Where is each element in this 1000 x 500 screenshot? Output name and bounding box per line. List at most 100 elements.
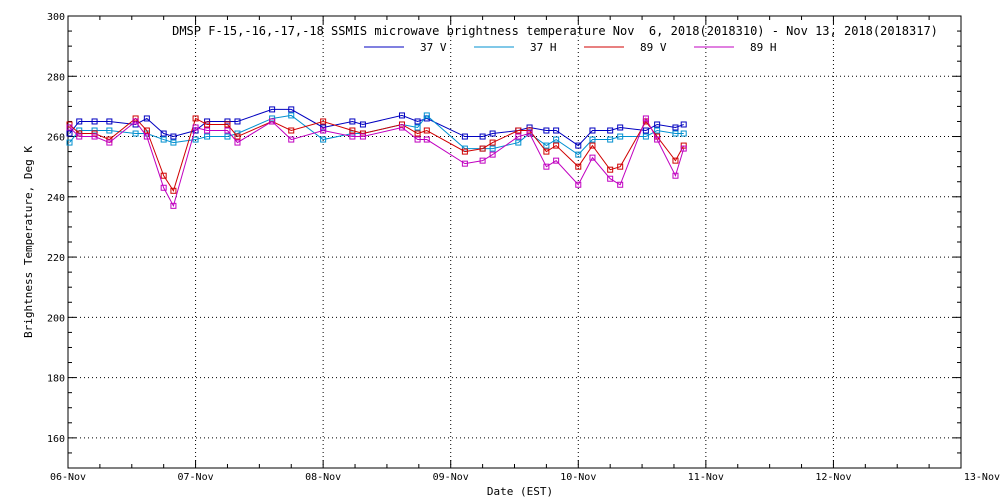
legend-label-89-h: 89 H: [750, 41, 777, 54]
data-point-89-v: [553, 142, 560, 149]
data-point-89-h: [234, 139, 241, 146]
data-point-89-h: [607, 175, 614, 182]
data-point-89-v: [359, 130, 366, 137]
data-point-89-h: [132, 118, 139, 125]
data-point-37-v: [526, 124, 533, 131]
data-point-37-h: [672, 130, 679, 137]
data-point-89-h: [398, 124, 405, 131]
chart-title: DMSP F-15,-16,-17,-18 SSMIS microwave br…: [172, 24, 938, 38]
data-point-37-v: [143, 115, 150, 122]
data-point-89-h: [461, 160, 468, 167]
data-point-89-v: [204, 121, 211, 128]
data-point-37-h: [575, 151, 582, 158]
data-point-37-v: [553, 127, 560, 134]
data-point-89-h: [642, 115, 649, 122]
data-point-89-v: [617, 163, 624, 170]
data-point-89-h: [204, 127, 211, 134]
data-point-89-h: [224, 127, 231, 134]
data-point-37-v: [479, 133, 486, 140]
x-tick-label: 07-Nov: [178, 472, 214, 483]
data-point-89-v: [672, 157, 679, 164]
data-point-37-v: [543, 127, 550, 134]
data-point-89-h: [526, 130, 533, 137]
data-point-89-h: [543, 163, 550, 170]
y-tick-label: 240: [47, 193, 65, 204]
data-point-89-v: [66, 121, 73, 128]
data-point-89-v: [192, 115, 199, 122]
data-point-37-h: [617, 133, 624, 140]
data-point-89-v: [224, 121, 231, 128]
data-point-89-h: [143, 133, 150, 140]
series-layer: [66, 106, 687, 209]
data-point-89-v: [398, 121, 405, 128]
data-point-37-v: [288, 106, 295, 113]
data-point-37-v: [575, 142, 582, 149]
data-point-37-h: [66, 139, 73, 146]
data-point-37-v: [642, 127, 649, 134]
x-tick-label: 08-Nov: [305, 472, 341, 483]
y-tick-label: 220: [47, 253, 65, 264]
data-point-37-v: [66, 130, 73, 137]
data-point-37-h: [320, 136, 327, 143]
data-point-37-v: [654, 121, 661, 128]
data-point-37-h: [642, 133, 649, 140]
data-point-89-h: [479, 157, 486, 164]
plot-frame: [67, 15, 962, 469]
data-point-37-v: [91, 118, 98, 125]
series-line-89-v: [69, 117, 685, 192]
data-point-89-v: [320, 118, 327, 125]
data-point-37-h: [170, 139, 177, 146]
data-point-37-h: [515, 139, 522, 146]
data-point-89-v: [170, 187, 177, 194]
axes: [67, 15, 962, 469]
data-point-37-v: [160, 130, 167, 137]
y-tick-label: 280: [47, 72, 65, 83]
x-tick-label: 12-Nov: [815, 472, 851, 483]
data-point-89-v: [143, 127, 150, 134]
data-point-89-v: [160, 172, 167, 179]
series-line-89-h: [69, 117, 685, 208]
data-point-89-v: [680, 142, 687, 149]
y-tick-label: 300: [47, 12, 65, 23]
data-point-37-v: [398, 112, 405, 119]
data-point-89-h: [160, 184, 167, 191]
data-point-37-h: [160, 136, 167, 143]
y-axis-label: Brightness Temperature, Deg K: [22, 146, 35, 338]
legend: 37 V 37 H 89 V 89 H: [364, 41, 777, 54]
data-point-37-v: [589, 127, 596, 134]
data-point-37-v: [76, 118, 83, 125]
data-point-37-v: [320, 124, 327, 131]
y-tick-label: 180: [47, 374, 65, 385]
data-point-37-v: [234, 118, 241, 125]
series-89-h: [66, 115, 687, 209]
legend-label-37-v: 37 V: [420, 41, 447, 54]
data-point-37-h: [204, 133, 211, 140]
data-point-89-v: [543, 148, 550, 155]
data-point-89-h: [269, 118, 276, 125]
data-point-89-h: [359, 133, 366, 140]
data-point-37-h: [607, 136, 614, 143]
data-point-89-h: [349, 133, 356, 140]
data-point-37-h: [132, 130, 139, 137]
data-point-89-h: [553, 157, 560, 164]
x-axis-label: Date (EST): [487, 485, 553, 498]
data-point-89-v: [575, 163, 582, 170]
data-point-37-v: [170, 133, 177, 140]
data-point-89-v: [349, 127, 356, 134]
data-point-89-h: [575, 181, 582, 188]
data-point-89-h: [192, 124, 199, 131]
data-point-89-h: [414, 136, 421, 143]
data-point-37-v: [461, 133, 468, 140]
data-point-89-v: [288, 127, 295, 134]
x-axis-ticks: 06-Nov 07-Nov 08-Nov 09-Nov 10-Nov 11-Nov 12-N…: [50, 16, 1000, 483]
data-point-37-h: [106, 127, 113, 134]
series-89-v: [66, 115, 687, 194]
grid: [68, 16, 961, 468]
data-point-37-h: [543, 142, 550, 149]
data-point-89-v: [91, 130, 98, 137]
data-point-89-v: [489, 139, 496, 146]
data-point-37-v: [359, 121, 366, 128]
data-point-37-h: [423, 112, 430, 119]
data-point-89-v: [414, 130, 421, 137]
